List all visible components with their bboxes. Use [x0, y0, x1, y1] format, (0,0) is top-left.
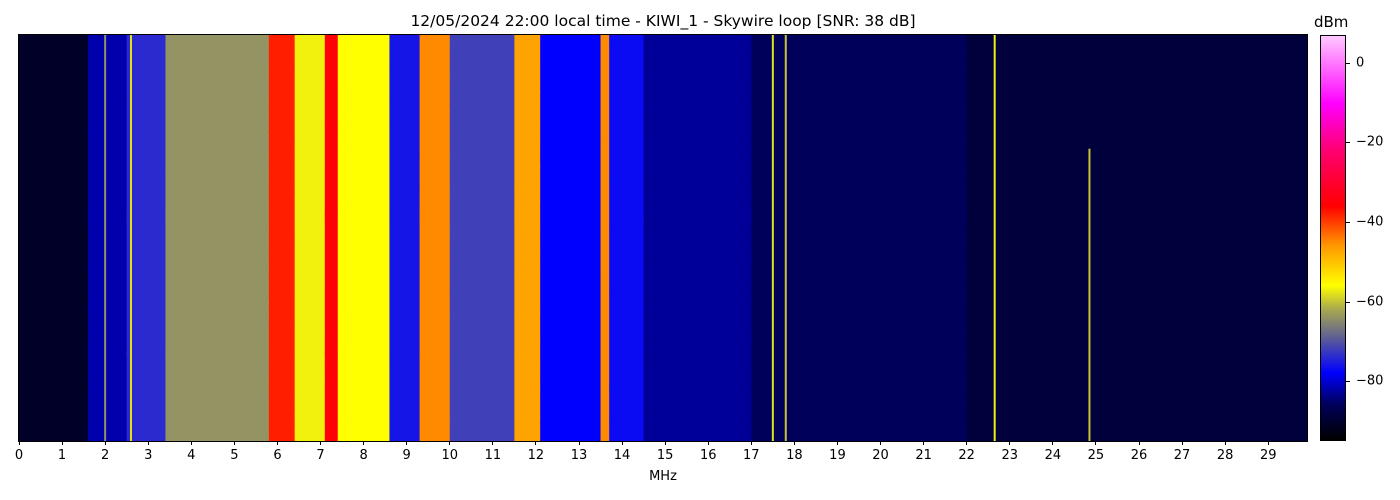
- x-tick-mark: [836, 441, 838, 445]
- x-tick-mark: [1138, 441, 1140, 445]
- colorbar-tick-mark: [1346, 62, 1350, 64]
- x-tick-label: 27: [1173, 448, 1191, 463]
- waterfall-texture: [19, 35, 1307, 441]
- colorbar-tick-label: −40: [1356, 214, 1384, 230]
- x-tick-mark: [320, 441, 322, 445]
- x-tick-label: 12: [527, 448, 545, 463]
- x-tick-mark: [233, 441, 235, 445]
- colorbar-tick-mark: [1346, 222, 1350, 224]
- colorbar: [1320, 35, 1346, 441]
- x-tick-label: 6: [273, 448, 282, 463]
- x-tick-label: 22: [958, 448, 975, 463]
- x-tick-label: 17: [743, 448, 760, 463]
- x-tick-label: 5: [230, 448, 239, 463]
- x-tick-label: 4: [187, 448, 196, 463]
- x-tick-label: 28: [1216, 448, 1234, 463]
- x-tick-mark: [190, 441, 192, 445]
- colorbar-tick-label: −60: [1356, 294, 1384, 310]
- x-tick-mark: [1052, 441, 1054, 445]
- x-tick-mark: [535, 441, 537, 445]
- x-tick-mark: [621, 441, 623, 445]
- x-tick-mark: [363, 441, 365, 445]
- x-tick-mark: [104, 441, 106, 445]
- x-tick-mark: [880, 441, 882, 445]
- x-tick-label: 26: [1130, 448, 1148, 463]
- colorbar-tick-mark: [1346, 381, 1350, 383]
- x-tick-label: 8: [359, 448, 368, 463]
- x-tick-label: 29: [1259, 448, 1277, 463]
- x-tick-label: 3: [144, 448, 153, 463]
- x-tick-mark: [1224, 441, 1226, 445]
- x-tick-label: 9: [402, 448, 411, 463]
- colorbar-tick-label: −80: [1356, 373, 1384, 389]
- x-tick-label: 11: [484, 448, 502, 463]
- x-tick-mark: [793, 441, 795, 445]
- x-tick-mark: [923, 441, 925, 445]
- x-tick-mark: [1009, 441, 1011, 445]
- x-tick-label: 20: [872, 448, 889, 463]
- x-tick-mark: [1095, 441, 1097, 445]
- x-tick-mark: [578, 441, 580, 445]
- x-tick-mark: [966, 441, 968, 445]
- x-tick-mark: [276, 441, 278, 445]
- x-tick-label: 0: [14, 448, 24, 463]
- x-tick-mark: [750, 441, 752, 445]
- chart-title: 12/05/2024 22:00 local time - KIWI_1 - S…: [410, 12, 916, 30]
- x-tick-mark: [1181, 441, 1183, 445]
- x-tick-mark: [61, 441, 63, 445]
- x-tick-label: 25: [1087, 448, 1105, 463]
- x-tick-label: 2: [101, 448, 110, 463]
- x-tick-label: 7: [316, 448, 325, 463]
- x-axis-label: MHz: [649, 469, 677, 484]
- x-tick-label: 23: [1001, 448, 1019, 463]
- x-tick-label: 13: [570, 448, 588, 463]
- x-tick-label: 21: [915, 448, 932, 463]
- x-tick-label: 19: [829, 448, 846, 463]
- x-tick-mark: [18, 441, 20, 445]
- x-tick-mark: [406, 441, 408, 445]
- x-tick-mark: [664, 441, 666, 445]
- x-tick-label: 18: [786, 448, 803, 463]
- x-tick-mark: [147, 441, 149, 445]
- x-tick-mark: [492, 441, 494, 445]
- colorbar-tick-label: 0: [1356, 55, 1365, 71]
- x-tick-label: 10: [441, 448, 459, 463]
- colorbar-tick-mark: [1346, 301, 1350, 303]
- colorbar-label: dBm: [1314, 13, 1349, 31]
- colorbar-tick-label: −20: [1356, 134, 1384, 150]
- colorbar-tick-mark: [1346, 142, 1350, 144]
- plot-area: [19, 35, 1307, 441]
- x-tick-mark: [1267, 441, 1269, 445]
- x-tick-label: 16: [699, 448, 717, 463]
- x-tick-label: 24: [1044, 448, 1062, 463]
- x-tick-mark: [707, 441, 709, 445]
- x-tick-label: 14: [613, 448, 631, 463]
- x-tick-label: 1: [57, 448, 67, 463]
- x-tick-label: 15: [656, 448, 674, 463]
- x-tick-mark: [449, 441, 451, 445]
